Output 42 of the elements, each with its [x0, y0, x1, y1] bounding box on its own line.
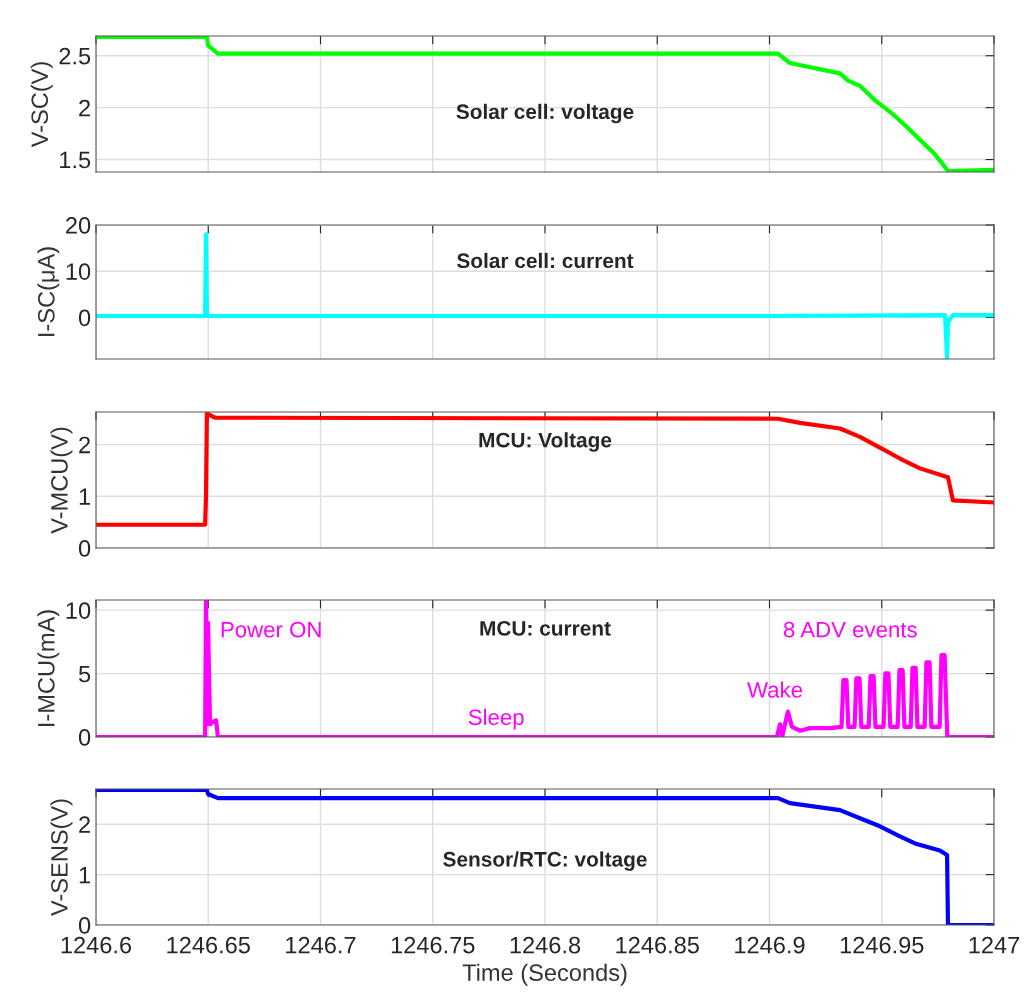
- y-tick-label: 2: [79, 816, 90, 833]
- x-tick-label: 1246.6: [61, 936, 132, 954]
- text: Sensor/RTC: voltage: [443, 851, 647, 871]
- y-tick-label: 2.5: [59, 47, 91, 65]
- x-axis-title: Time (Seconds): [462, 963, 627, 986]
- x-tick-label: 1246.85: [616, 936, 699, 954]
- x-tick-label: 1246.95: [840, 936, 924, 954]
- y-tick-label: 0: [78, 540, 91, 557]
- line-series: [96, 36, 994, 172]
- y-tick-label: 10: [66, 602, 91, 619]
- y-tick-label: 0: [78, 309, 91, 327]
- x-tick-label: 1246.7: [286, 936, 356, 954]
- y-axis-title: V-SENS(V): [50, 799, 73, 916]
- annotation: Sleep: [468, 708, 524, 730]
- annotation: 8 ADV events: [783, 621, 917, 638]
- y-tick-label: 2: [79, 99, 90, 117]
- y-axis-title: I-SC(μA): [37, 247, 60, 336]
- y-tick-label: 0: [78, 729, 91, 746]
- y-axis-title: V-SC(V): [30, 62, 53, 148]
- y-axis-title: I-MCU(mA): [37, 610, 60, 726]
- y-tick-label: 20: [66, 217, 91, 234]
- y-axis-title: V-MCU(V): [50, 427, 73, 534]
- y-tick-label: 1: [79, 866, 90, 884]
- x-tick-label: 1246.65: [167, 936, 250, 954]
- annotation: Power ON: [221, 621, 321, 638]
- y-tick-label: 1.5: [60, 151, 91, 169]
- x-tick-label: 1247: [969, 936, 1020, 954]
- text: Solar cell: voltage: [456, 103, 634, 124]
- line-series: [96, 600, 994, 737]
- x-tick-label: 1246.75: [391, 936, 475, 954]
- y-tick-label: 10: [66, 263, 91, 280]
- x-tick-label: 1246.8: [510, 936, 581, 954]
- y-tick-label: 2: [79, 436, 90, 454]
- annotation: Wake: [747, 681, 803, 698]
- text: MCU: Voltage: [479, 432, 612, 452]
- y-tick-label: 1: [79, 488, 90, 505]
- y-tick-label: 0: [78, 917, 91, 934]
- text: MCU: current: [480, 620, 611, 636]
- x-tick-label: 1246.9: [735, 936, 805, 954]
- line-series: [96, 789, 994, 925]
- text: Solar cell: current: [457, 252, 634, 269]
- y-tick-label: 5: [78, 665, 91, 683]
